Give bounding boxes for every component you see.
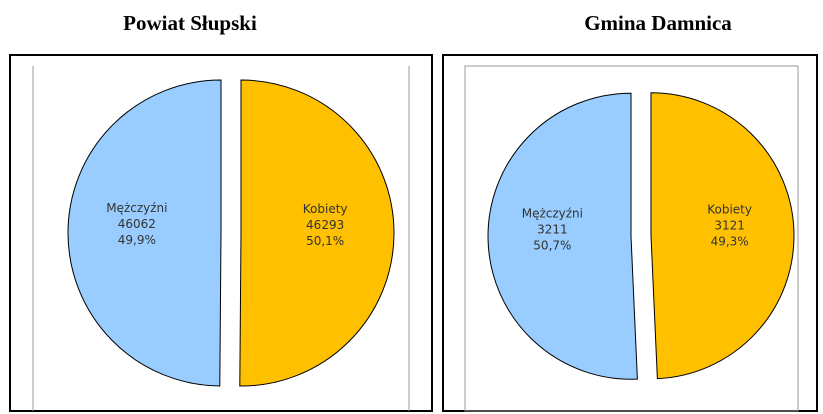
- slice-percent: 50,1%: [306, 234, 344, 248]
- slice-label: Kobiety: [303, 202, 348, 216]
- chart-title: Powiat Słupski: [123, 11, 257, 35]
- slice-label: Mężczyźni: [522, 206, 583, 220]
- slice-percent: 49,9%: [118, 233, 156, 247]
- frame: [9, 54, 433, 412]
- chart-title: Gmina Damnica: [584, 11, 732, 35]
- pie-slice: [67, 79, 222, 387]
- pie-slice: [239, 79, 395, 387]
- slice-label: Mężczyźni: [106, 201, 167, 215]
- plot-edge: [464, 65, 799, 412]
- slice-percent: 49,3%: [711, 235, 749, 249]
- slice-value: 3211: [537, 222, 568, 236]
- pie-slice: [487, 92, 638, 380]
- slice-percent: 50,7%: [533, 238, 571, 252]
- slice-value: 46062: [118, 217, 156, 231]
- pie-slice: [650, 92, 795, 380]
- slice-label: Kobiety: [707, 203, 752, 217]
- slice-value: 46293: [306, 218, 344, 232]
- slice-value: 3121: [714, 219, 745, 233]
